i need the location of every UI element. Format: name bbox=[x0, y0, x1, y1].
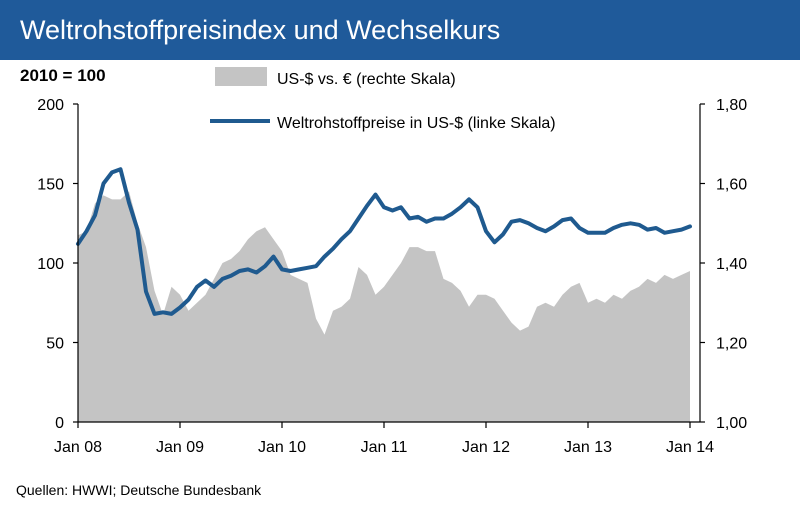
x-tick-label: Jan 13 bbox=[564, 439, 612, 456]
title-bar: Weltrohstoffpreisindex und Wechselkurs bbox=[0, 0, 800, 60]
legend-swatch-area bbox=[215, 67, 267, 86]
x-tick-label: Jan 12 bbox=[462, 439, 510, 456]
right-tick-label: 1,20 bbox=[716, 336, 747, 353]
left-tick-label: 50 bbox=[46, 336, 64, 353]
x-tick-label: Jan 10 bbox=[258, 439, 306, 456]
left-tick-label: 100 bbox=[37, 256, 64, 273]
x-tick-label: Jan 09 bbox=[156, 439, 204, 456]
x-tick-label: Jan 11 bbox=[361, 439, 408, 456]
page-title: Weltrohstoffpreisindex und Wechselkurs bbox=[20, 15, 501, 45]
x-tick-label: Jan 14 bbox=[666, 439, 714, 456]
left-tick-label: 200 bbox=[37, 97, 64, 114]
commodity-price-line bbox=[76, 167, 692, 316]
right-tick-label: 1,80 bbox=[716, 97, 747, 114]
left-tick-label: 0 bbox=[55, 415, 64, 432]
left-tick-label: 150 bbox=[37, 177, 64, 194]
source-note: Quellen: HWWI; Deutsche Bundesbank bbox=[16, 482, 262, 498]
x-tick-label: Jan 08 bbox=[54, 439, 102, 456]
right-tick-label: 1,40 bbox=[716, 256, 747, 273]
legend-label-area: US-$ vs. € (rechte Skala) bbox=[277, 71, 456, 88]
unit-label: 2010 = 100 bbox=[20, 66, 106, 85]
exchange-rate-area bbox=[78, 191, 690, 422]
right-tick-label: 1,60 bbox=[716, 177, 747, 194]
right-tick-label: 1,00 bbox=[716, 415, 747, 432]
legend-label-line: Weltrohstoffpreise in US-$ (linke Skala) bbox=[277, 115, 556, 132]
